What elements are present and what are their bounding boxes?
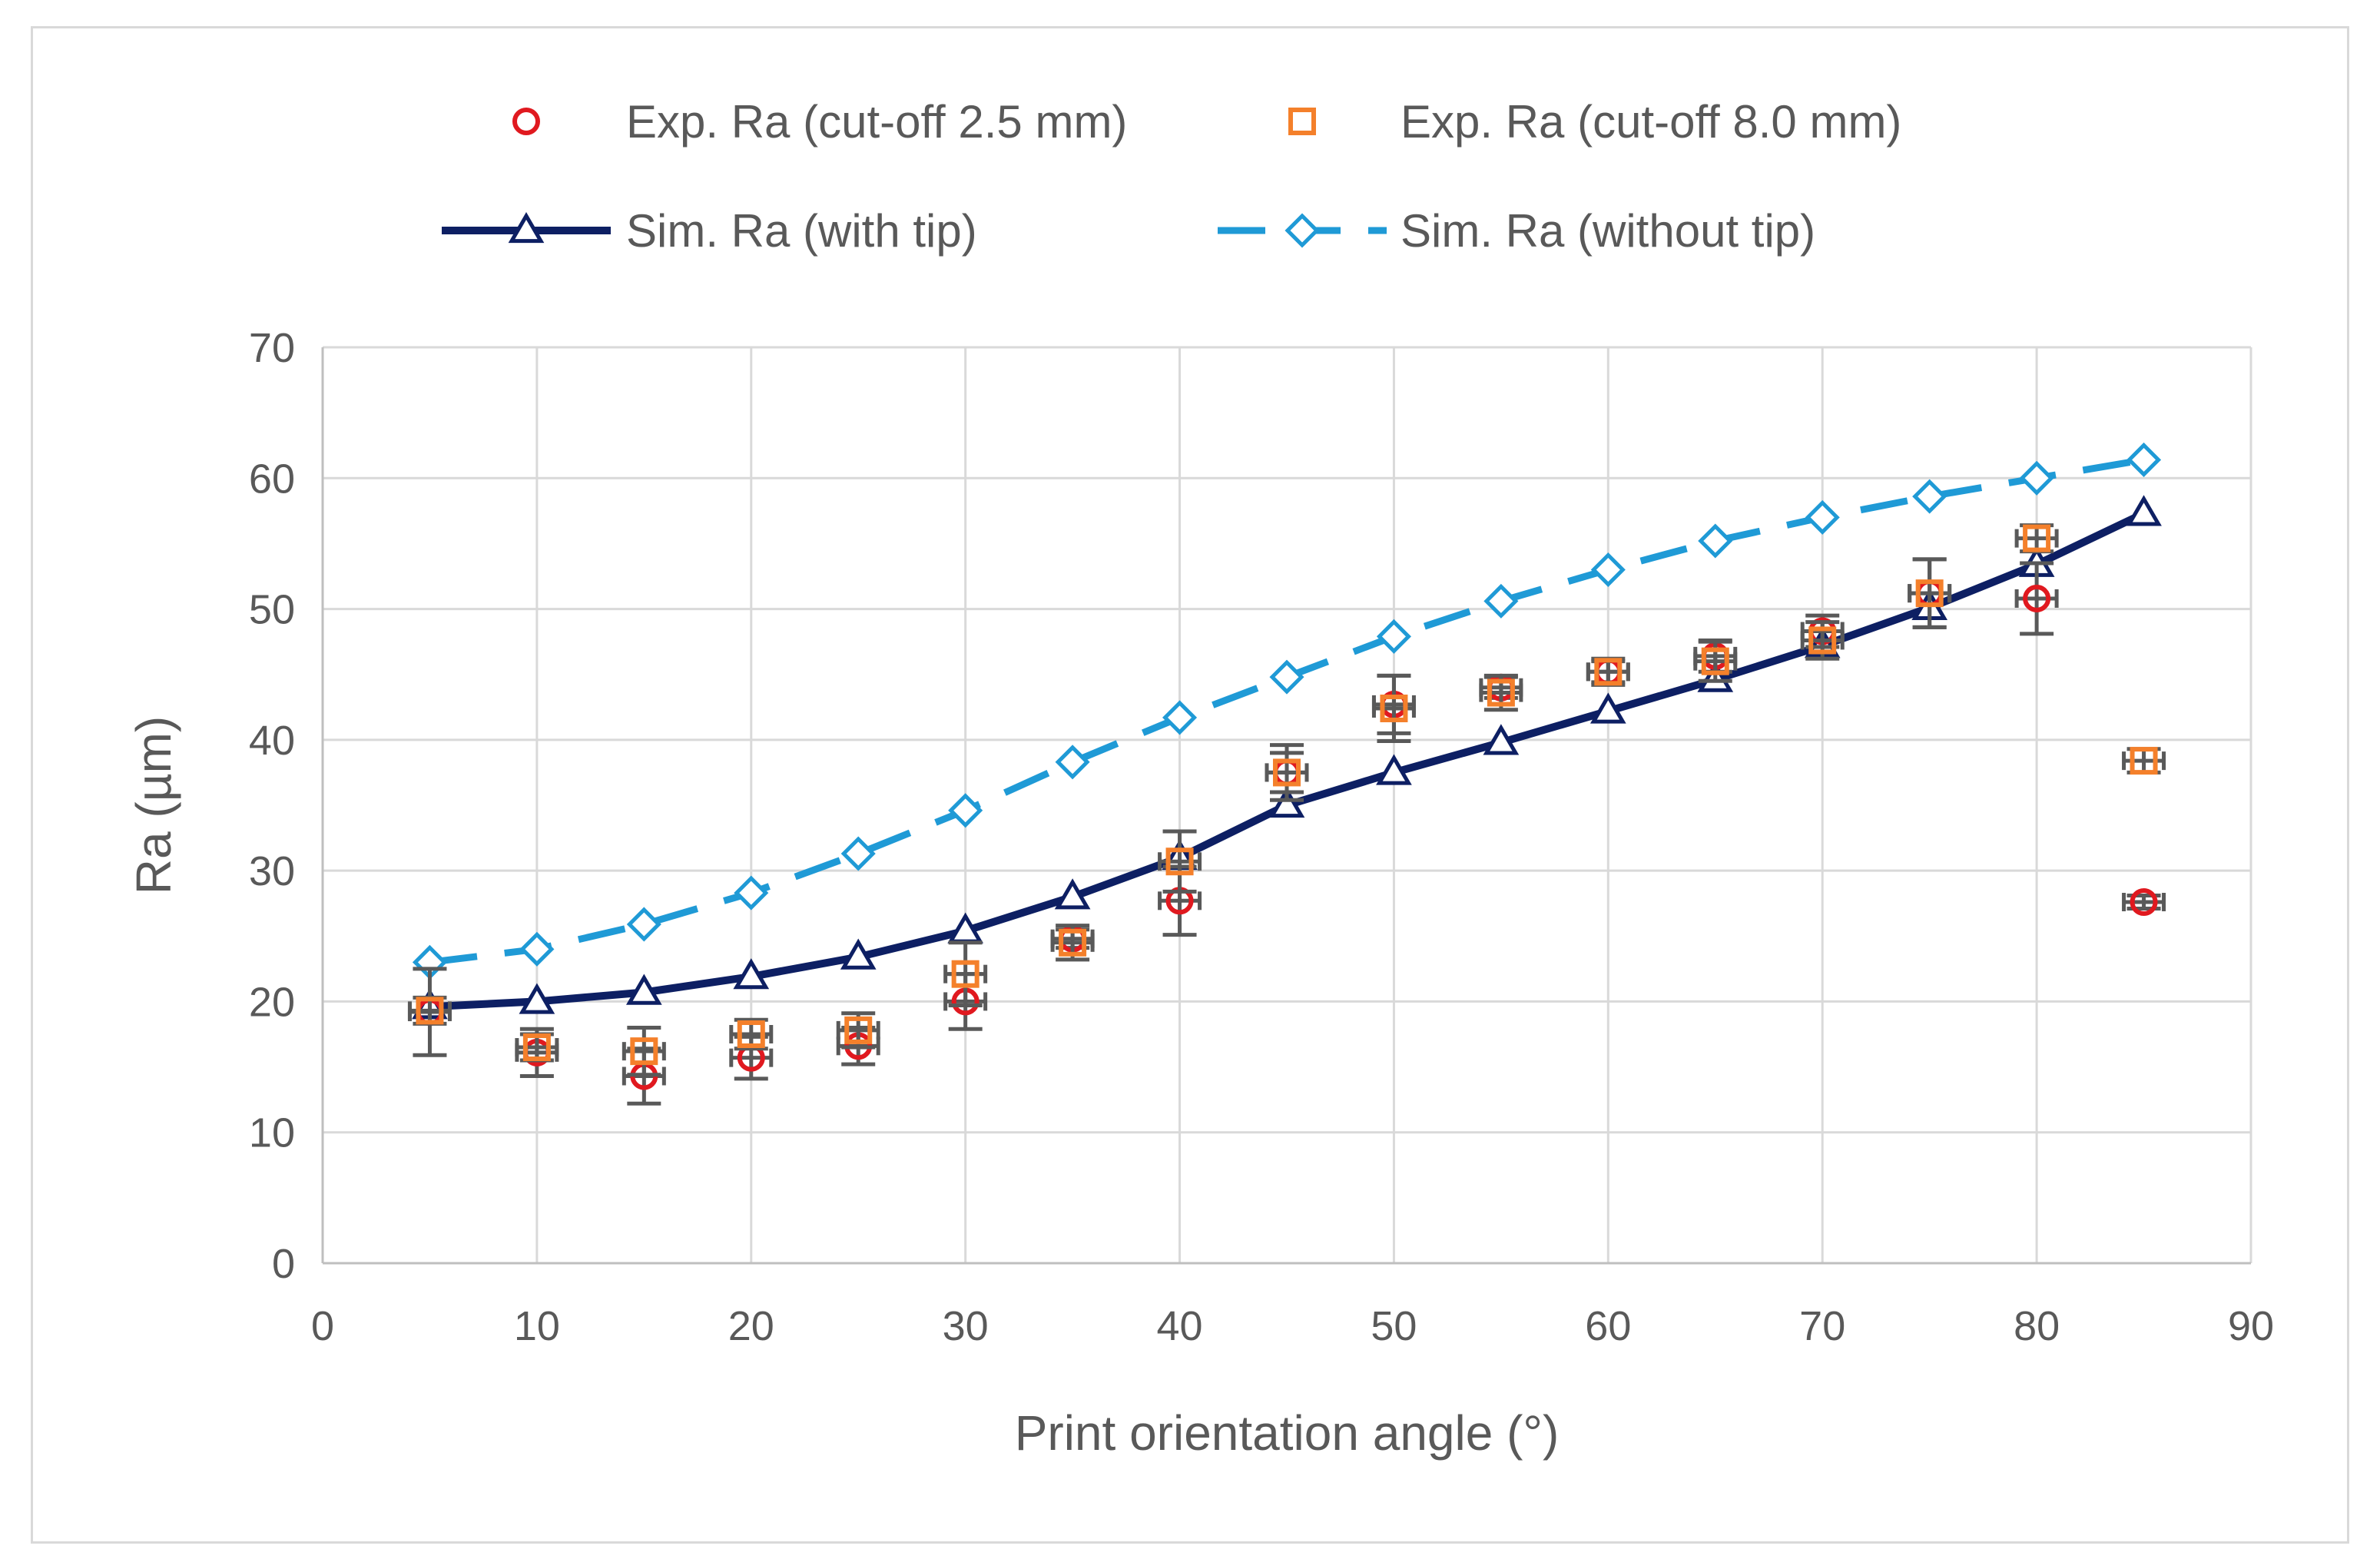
data-point bbox=[2130, 747, 2158, 775]
data-point bbox=[1376, 619, 1411, 654]
data-point bbox=[416, 997, 444, 1025]
data-point bbox=[1483, 724, 1520, 755]
x-axis-title: Print orientation angle (°) bbox=[1015, 1405, 1560, 1461]
data-point bbox=[1808, 626, 1837, 655]
data-point bbox=[737, 1020, 765, 1048]
data-point bbox=[2019, 460, 2054, 496]
y-tick-label: 70 bbox=[249, 325, 295, 371]
y-tick-label: 20 bbox=[249, 979, 295, 1025]
data-point bbox=[522, 1033, 551, 1062]
legend-item: Exp. Ra (cut-off 8.0 mm) bbox=[1288, 96, 1901, 148]
data-point bbox=[951, 960, 980, 988]
data-point bbox=[1054, 878, 1091, 910]
legend-label: Sim. Ra (with tip) bbox=[626, 205, 977, 257]
series-circle bbox=[407, 557, 2166, 1106]
series-diamond bbox=[412, 442, 2162, 980]
legend-marker bbox=[512, 108, 540, 135]
legend-item: Sim. Ra (with tip) bbox=[442, 205, 977, 257]
data-point bbox=[519, 983, 555, 1014]
x-tick-label: 60 bbox=[1585, 1303, 1631, 1349]
data-point bbox=[2023, 584, 2051, 612]
data-point bbox=[733, 958, 770, 990]
data-point bbox=[1698, 523, 1733, 559]
data-point bbox=[1273, 758, 1301, 787]
x-tick-label: 30 bbox=[943, 1303, 989, 1349]
data-point bbox=[1594, 658, 1623, 686]
y-axis-title: Ra (µm) bbox=[126, 716, 181, 894]
x-tick-label: 0 bbox=[311, 1303, 334, 1349]
plot-area bbox=[407, 442, 2166, 1106]
y-tick-label: 60 bbox=[249, 456, 295, 502]
data-point bbox=[1805, 499, 1840, 535]
legend-item: Sim. Ra (without tip) bbox=[1218, 205, 1815, 257]
x-tick-label: 10 bbox=[514, 1303, 560, 1349]
data-point bbox=[2023, 524, 2051, 552]
data-point bbox=[734, 875, 769, 911]
legend-label: Exp. Ra (cut-off 2.5 mm) bbox=[626, 96, 1127, 148]
data-point bbox=[1059, 928, 1087, 957]
error-bar bbox=[2122, 893, 2166, 912]
data-point bbox=[1162, 700, 1198, 735]
data-point bbox=[948, 793, 983, 828]
x-tick-label: 70 bbox=[1799, 1303, 1845, 1349]
data-point bbox=[630, 1037, 658, 1066]
error-bar bbox=[622, 1025, 666, 1077]
data-point bbox=[840, 938, 877, 970]
data-point bbox=[1380, 694, 1408, 722]
data-point bbox=[2126, 495, 2162, 526]
error-bar bbox=[1371, 673, 1416, 744]
data-point bbox=[1165, 847, 1194, 876]
error-bar bbox=[2122, 747, 2166, 775]
chart-frame bbox=[31, 26, 2349, 1544]
x-tick-label: 90 bbox=[2228, 1303, 2274, 1349]
error-bar bbox=[1158, 829, 1202, 894]
data-point bbox=[625, 974, 662, 1005]
y-tick-label: 10 bbox=[249, 1110, 295, 1156]
data-point bbox=[1269, 659, 1304, 695]
x-tick-label: 20 bbox=[728, 1303, 774, 1349]
y-tick-label: 40 bbox=[249, 718, 295, 764]
error-bar bbox=[2014, 523, 2059, 554]
error-bar bbox=[943, 940, 988, 1008]
x-tick-label: 80 bbox=[2014, 1303, 2060, 1349]
legend-label: Sim. Ra (without tip) bbox=[1400, 205, 1815, 257]
x-tick-label: 40 bbox=[1157, 1303, 1203, 1349]
data-point bbox=[844, 1016, 873, 1044]
data-point bbox=[1376, 754, 1412, 785]
axes: 0 10 20 30 40 50 60 70 0 10 20 30 40 50 60 70 80 90 bbox=[249, 325, 2274, 1349]
legend-label: Exp. Ra (cut-off 8.0 mm) bbox=[1400, 96, 1901, 148]
data-point bbox=[840, 836, 876, 871]
data-point bbox=[1912, 479, 1947, 514]
y-tick-label: 30 bbox=[249, 848, 295, 894]
data-point bbox=[1589, 692, 1626, 724]
data-point bbox=[519, 931, 555, 967]
data-point bbox=[2130, 888, 2158, 917]
data-point bbox=[2126, 442, 2162, 477]
legend-marker bbox=[1288, 108, 1316, 135]
series-square bbox=[407, 523, 2166, 1077]
legend: Exp. Ra (cut-off 2.5 mm) Exp. Ra (cut-off… bbox=[442, 96, 1901, 257]
data-point bbox=[1915, 579, 1944, 608]
legend-marker bbox=[1284, 213, 1320, 248]
data-point bbox=[1487, 678, 1515, 707]
legend-item: Exp. Ra (cut-off 2.5 mm) bbox=[512, 96, 1127, 148]
data-point bbox=[1483, 583, 1519, 619]
y-tick-label: 50 bbox=[249, 587, 295, 633]
error-bar bbox=[515, 1032, 559, 1063]
data-point bbox=[1590, 552, 1626, 588]
data-point bbox=[626, 907, 661, 942]
x-tick-label: 50 bbox=[1371, 1303, 1417, 1349]
sim-without-tip-line bbox=[429, 456, 2145, 966]
legend-marker bbox=[508, 212, 545, 244]
data-point bbox=[1701, 647, 1729, 675]
y-tick-label: 0 bbox=[272, 1241, 295, 1287]
data-point bbox=[1055, 745, 1090, 780]
data-point bbox=[1268, 787, 1305, 818]
